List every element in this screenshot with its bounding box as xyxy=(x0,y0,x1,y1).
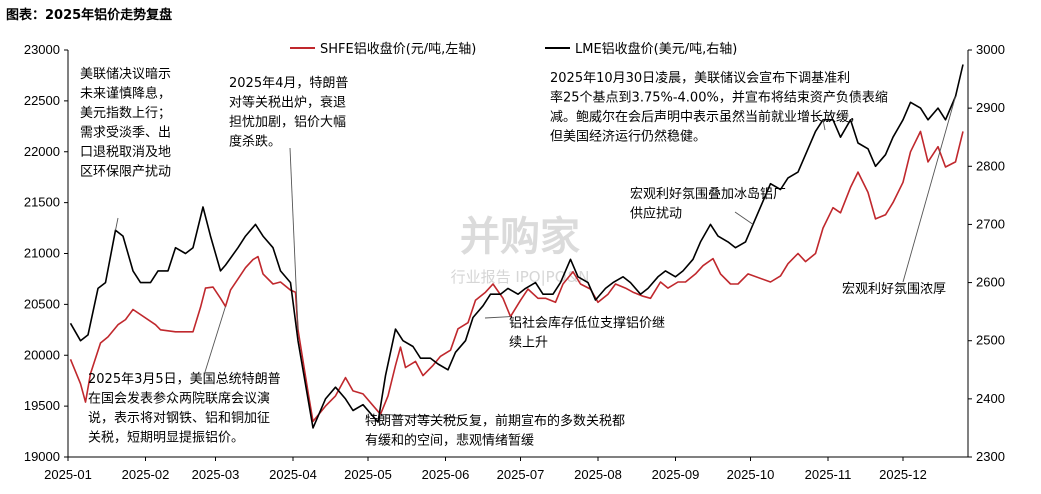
annotation-text: 口退税取消及地 xyxy=(80,145,171,160)
annotation-text: 美元指数上行； xyxy=(80,106,171,121)
x-tick-label: 2025-01 xyxy=(44,467,92,482)
x-tick-label: 2025-04 xyxy=(269,467,317,482)
annotation-text: 担忧加剧，铝价大幅 xyxy=(229,115,346,130)
left-tick-label: 20000 xyxy=(24,347,60,362)
right-tick-label: 3000 xyxy=(976,42,1005,57)
annotation-text: 2025年10月30日凌晨，美联储议会宣布下调基准利 xyxy=(550,70,850,86)
left-tick-label: 21500 xyxy=(24,195,60,210)
x-tick-label: 2025-12 xyxy=(879,467,927,482)
annotation-leader xyxy=(204,306,226,373)
annotation-text: 需求受淡季、出 xyxy=(80,126,171,141)
right-tick-label: 2900 xyxy=(976,100,1005,115)
annotation-leader xyxy=(822,119,826,131)
x-tick-label: 2025-10 xyxy=(727,467,775,482)
annotation-text: 说，表示将对钢铁、铝和铜加征 xyxy=(88,411,270,426)
right-tick-label: 2800 xyxy=(976,158,1005,173)
left-tick-label: 23000 xyxy=(24,42,60,57)
annotation-text: 2025年4月，特朗普 xyxy=(229,76,348,91)
annotation-text: 减。鲍威尔在会后声明中表示虽然当前就业增长放缓， xyxy=(550,109,862,125)
annotation-text: 度杀跌。 xyxy=(229,134,281,150)
annotation-leader xyxy=(115,217,119,231)
annotation-text: 但美国经济运行仍然稳健。 xyxy=(550,129,706,145)
right-tick-label: 2400 xyxy=(976,391,1005,406)
x-tick-label: 2025-07 xyxy=(497,467,545,482)
x-tick-label: 2025-11 xyxy=(805,467,852,482)
left-tick-label: 22500 xyxy=(24,93,60,108)
annotation-text: 对等关税出炉，衰退 xyxy=(229,95,346,111)
watermark-main: 并购家 xyxy=(460,214,580,260)
legend-label: SHFE铝收盘价(元/吨,左轴) xyxy=(320,41,476,57)
left-tick-label: 19000 xyxy=(24,449,60,464)
right-tick-label: 2600 xyxy=(976,275,1005,290)
x-tick-label: 2025-02 xyxy=(122,467,170,482)
annotation-leader xyxy=(484,316,511,319)
annotation-text: 续上升 xyxy=(509,336,548,351)
annotation-leader xyxy=(289,147,299,330)
chart-title: 图表：2025年铝价走势复盘 xyxy=(6,8,173,23)
left-tick-label: 22000 xyxy=(24,144,60,159)
legend-label: LME铝收盘价(美元/吨,右轴) xyxy=(575,41,737,57)
annotation-text: 未来谨慎降息， xyxy=(80,86,171,102)
annotation-text: 宏观利好氛围叠加冰岛铝厂 xyxy=(630,186,786,202)
left-tick-label: 19500 xyxy=(24,398,60,413)
series-line-lme xyxy=(69,64,964,429)
annotation-leader xyxy=(380,413,461,419)
left-tick-label: 21000 xyxy=(24,246,60,261)
annotation-text: 2025年3月5日，美国总统特朗普 xyxy=(88,372,281,387)
series-line-shfe xyxy=(69,130,964,423)
left-tick-label: 20500 xyxy=(24,296,60,311)
watermark-sub: 行业报告 IPO|PO&N xyxy=(451,268,590,286)
x-tick-label: 2025-05 xyxy=(344,467,392,482)
annotation-text: 美联储决议暗示 xyxy=(80,67,171,82)
x-tick-label: 2025-08 xyxy=(574,467,622,482)
annotation-text: 有缓和的空间，悲观情绪暂缓 xyxy=(365,433,534,449)
annotation-text: 铝社会库存低位支撑铝价继 xyxy=(509,315,665,331)
x-tick-label: 2025-06 xyxy=(422,467,470,482)
right-tick-label: 2300 xyxy=(976,449,1005,464)
annotation-text: 特朗普对等关税反复，前期宣布的多数关税都 xyxy=(365,413,625,429)
x-tick-label: 2025-09 xyxy=(652,467,700,482)
annotation-text: 率25个基点到3.75%-4.00%，并宣布将结束资产负债表缩 xyxy=(550,90,888,106)
x-tick-label: 2025-03 xyxy=(192,467,240,482)
annotation-text: 宏观利好氛围浓厚 xyxy=(842,282,946,297)
annotation-leader xyxy=(734,211,754,225)
annotation-text: 区环保限产扰动 xyxy=(80,165,171,180)
annotation-leader xyxy=(902,96,956,283)
annotation-text: 在国会发表参众两院联席会议演 xyxy=(88,391,270,407)
right-tick-label: 2700 xyxy=(976,216,1005,231)
right-tick-label: 2500 xyxy=(976,333,1005,348)
annotation-text: 关税，短期明显提振铝价。 xyxy=(88,430,244,446)
annotation-text: 供应扰动 xyxy=(630,206,682,222)
